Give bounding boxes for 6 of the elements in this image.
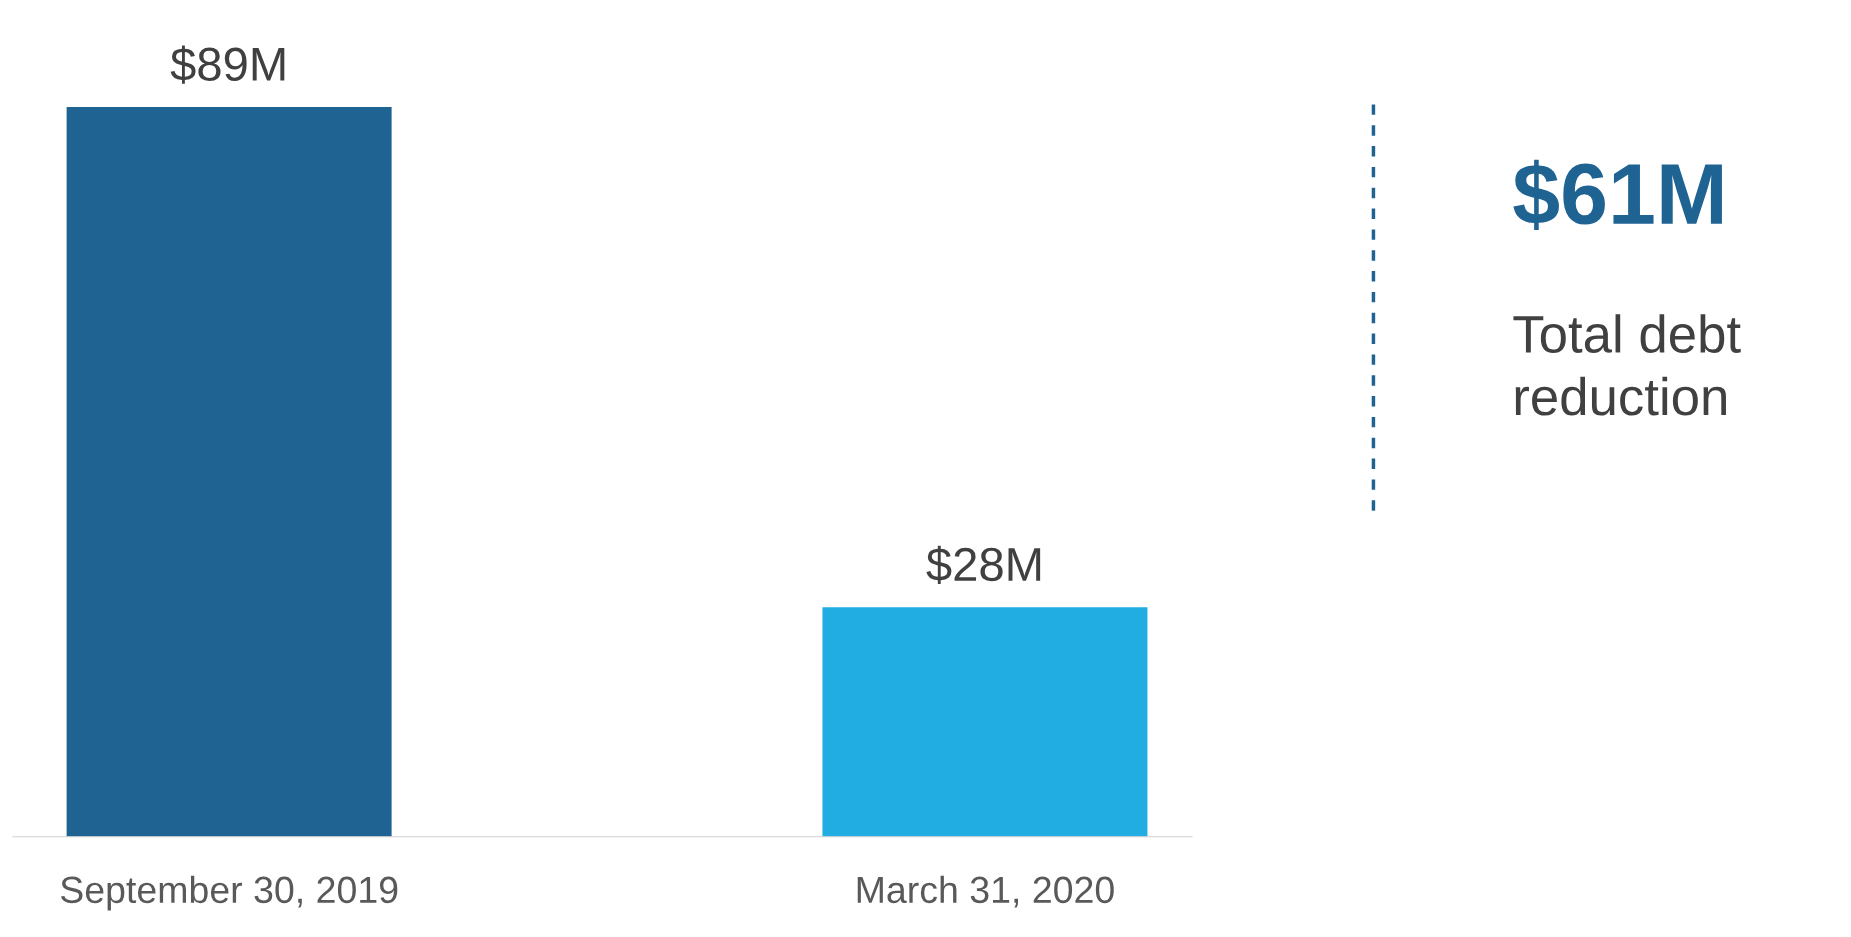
text: $61M [1513,159,1722,231]
x-tick-label: March 31, 2020 [857,875,1114,908]
data-label: $89M [170,45,285,84]
text: Total debt reduction [1513,314,1741,416]
data-label: $28M [926,545,1041,584]
x-tick-label: September 30, 2019 [60,875,398,911]
